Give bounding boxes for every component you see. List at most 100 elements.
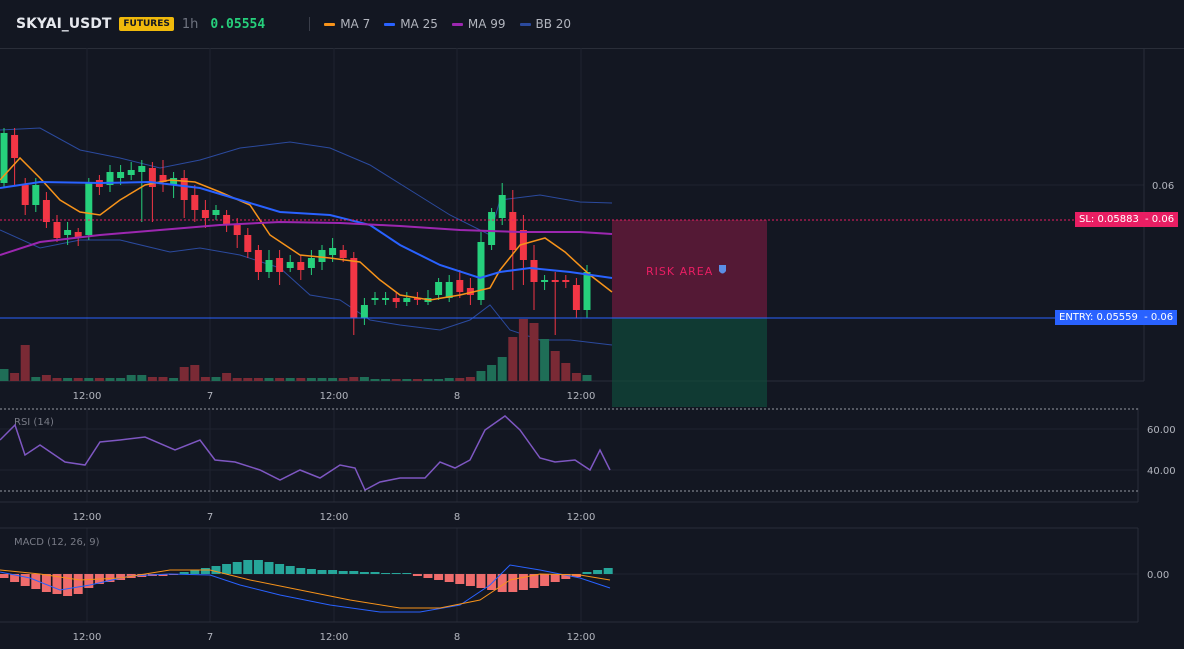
candle-body [297,262,305,270]
volume-bar [63,378,73,381]
candle-body [138,166,146,172]
volume-bar [508,337,518,381]
volume-bar [126,375,136,381]
macd-scale-zero: 0.00 [1147,570,1169,581]
volume-bar [349,377,359,381]
volume-bar [434,379,444,381]
candle-body [477,242,485,300]
candle-body [106,172,114,185]
time-axis-label: 12:00 [567,632,596,643]
macd-hist-bar [243,560,253,574]
volume-bar [94,378,104,381]
candle-body [519,230,527,260]
ma25-swatch-icon [384,22,396,26]
candle-body [233,225,241,235]
timeframe-label[interactable]: 1h [181,16,199,32]
time-axes: 12:00 7 12:00 8 12:00 12:00 7 12:00 8 12:00 12:00 7… [73,391,596,643]
candle-body [265,260,273,272]
macd-hist-bar [328,570,338,574]
candle-body [572,285,580,310]
macd-line [0,564,611,613]
volume-bar [370,379,380,381]
legend-ma7[interactable]: MA 7 [324,17,370,31]
risk-area-zone[interactable] [612,220,767,318]
reward-area-zone[interactable] [612,318,767,407]
volume-bar [582,375,592,381]
legend-ma99[interactable]: MA 99 [451,17,506,31]
volume-bar [211,377,221,381]
volume-bar [359,377,369,381]
volume-bar [571,373,581,381]
ma7-line [0,156,613,301]
chart-header: SKYAI_USDT FUTURES 1h 0.05554 MA 7 MA 25… [0,0,1184,49]
volume-bar [328,378,338,381]
shield-icon [719,265,726,274]
volume-bar [73,378,83,381]
macd-hist-bar [518,574,528,590]
macd-hist-bar [10,574,20,582]
entry-price-tag[interactable]: ENTRY: 0.05559 - 0.06 [1055,310,1178,325]
volume-bar [497,357,507,381]
volume-bar [465,377,475,381]
candle-body [159,175,167,182]
macd-hist-bar [211,566,221,574]
macd-hist-bar [31,574,41,589]
macd-signal-line [0,569,611,609]
candle-body [360,305,368,318]
indicator-legend: MA 7 MA 25 MA 99 BB 20 [324,17,585,31]
macd-hist-bar [402,573,412,574]
legend-ma25[interactable]: MA 25 [384,17,438,31]
volume-bar [137,375,147,381]
ma99-swatch-icon [451,22,463,26]
candle-body [42,200,50,222]
volume-bar [317,378,327,381]
candle-body [170,178,178,185]
macd-hist-bar [571,574,581,577]
candle-body [413,298,421,300]
symbol-name[interactable]: SKYAI_USDT [16,16,112,32]
risk-area-label: RISK AREA [646,265,713,278]
candle-body [530,260,538,282]
sl-price-tag[interactable]: SL: 0.05883 - 0.06 [1075,212,1179,227]
macd-hist-bar [391,573,401,574]
candle-body [244,235,252,252]
candle-body [562,280,570,282]
entry-scale: - 0.06 [1144,312,1174,323]
candle-body [191,195,199,210]
candle-body [21,185,29,205]
header-divider [309,17,311,31]
candle-body [148,168,156,187]
legend-ma25-label: MA 25 [400,17,438,31]
volume-bars [0,319,592,381]
volume-bar [20,345,30,381]
bb-lower-line [0,229,613,346]
legend-bb20[interactable]: BB 20 [519,17,571,31]
volume-bar [105,378,115,381]
volume-bar [253,378,263,381]
legend-ma99-label: MA 99 [467,17,506,31]
time-axis-label: 12:00 [567,391,596,402]
rsi-scale-40: 40.00 [1147,466,1176,477]
macd-hist-bar [158,574,168,576]
volume-bar [190,365,200,381]
volume-bar [476,371,486,381]
volume-bar [41,375,51,381]
time-axis-label: 8 [454,512,460,523]
macd-hist-bar [253,560,263,574]
futures-badge: FUTURES [119,17,174,31]
volume-bar [169,378,179,381]
macd-hist-bar [264,562,274,574]
macd-hist-bar [359,572,369,574]
candle-body [456,280,464,292]
candle-body [276,258,284,272]
candle-body [392,298,400,302]
macd-hist-bar [540,574,550,586]
macd-hist-bar [20,574,30,586]
macd-hist-bar [296,568,306,574]
volume-bar [285,378,295,381]
chart-grid [0,48,1144,622]
macd-hist-bar [63,574,73,596]
macd-hist-bar [116,574,126,580]
volume-bar [264,378,274,381]
